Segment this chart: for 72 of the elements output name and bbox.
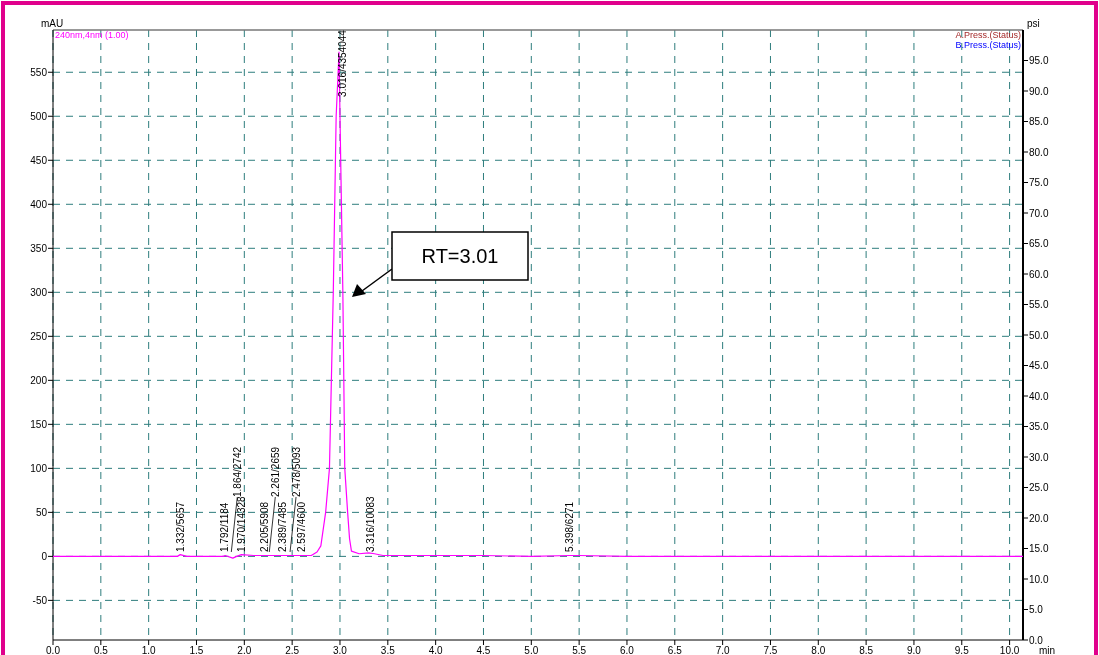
y-tick-label: 200 — [30, 374, 48, 386]
annotation: 2.389/7485 — [276, 501, 288, 552]
x-tick-label: 7.5 — [763, 645, 778, 655]
y-tick-label: 550 — [30, 66, 48, 78]
y2-tick-label: 30.0 — [1029, 451, 1049, 463]
x-tick-label: 9.0 — [906, 645, 922, 655]
annotation: 1.970/14328 — [236, 495, 248, 552]
y2-tick-label: 80.0 — [1029, 146, 1049, 158]
x-tick-label: 0.5 — [93, 645, 109, 655]
x-tick-label: 2.5 — [285, 645, 300, 655]
annotation: RT=3.01 — [421, 245, 499, 267]
x-tick-label: 9.5 — [954, 645, 970, 655]
y-tick-label: 0 — [41, 550, 48, 562]
annotation: 3.316/10083 — [365, 495, 377, 552]
y2-axis-title: psi — [1027, 18, 1040, 29]
y-tick-label: 100 — [30, 462, 48, 474]
y-tick-label: 50 — [35, 506, 48, 518]
y2-tick-label: 70.0 — [1029, 207, 1049, 219]
annotation: 1.792/1184 — [219, 502, 231, 552]
annotation: 5.398/6271 — [564, 501, 576, 552]
y2-tick-label: 0.0 — [1029, 634, 1044, 646]
y2-tick-label: 40.0 — [1029, 390, 1049, 402]
x-tick-label: 4.0 — [428, 645, 444, 655]
x-tick-label: 3.5 — [380, 645, 396, 655]
annotation: 1.332/5657 — [175, 501, 187, 552]
x-tick-label: 10.0 — [999, 645, 1020, 655]
x-tick-label: 8.0 — [811, 645, 826, 655]
y-tick-label: 250 — [30, 330, 48, 342]
annotation: 2.597/4600 — [296, 501, 308, 552]
y-axis-title: mAU — [41, 18, 64, 29]
x-tick-label: 6.5 — [667, 645, 683, 655]
x-tick-label: 2.0 — [237, 645, 252, 655]
x-tick-label: 6.0 — [620, 645, 635, 655]
x-tick-label: 0.0 — [46, 645, 61, 655]
annotation: 3.016/4354044 — [336, 29, 348, 97]
y2-tick-label: 35.0 — [1029, 421, 1049, 432]
y-tick-label: 450 — [30, 154, 48, 166]
y2-tick-label: 5.0 — [1029, 604, 1044, 615]
y2-tick-label: 95.0 — [1029, 55, 1049, 66]
y2-tick-label: 15.0 — [1029, 543, 1049, 554]
y2-tick-label: 25.0 — [1029, 482, 1049, 493]
annotation: 1.864/2742 — [232, 446, 244, 497]
annotation: A.Press.(Status) — [955, 30, 1021, 40]
annotation: 2.261/2659 — [270, 446, 282, 497]
y-tick-label: 150 — [30, 418, 48, 430]
x-tick-label: 8.5 — [859, 645, 874, 655]
y2-tick-label: 65.0 — [1029, 238, 1049, 249]
x-tick-label: 5.5 — [572, 645, 587, 655]
y2-tick-label: 20.0 — [1029, 512, 1049, 524]
x-tick-label: 1.5 — [189, 645, 204, 655]
text: 240nm,4nm (1.00) — [55, 30, 129, 40]
x-tick-label: 3.0 — [333, 645, 348, 655]
y-tick-label: -50 — [32, 594, 48, 606]
x-tick-label: 4.5 — [476, 645, 491, 655]
x-tick-label: 1.0 — [141, 645, 157, 655]
y-tick-label: 350 — [30, 242, 48, 254]
y-tick-label: 500 — [30, 110, 48, 122]
y2-tick-label: 45.0 — [1029, 360, 1049, 371]
y2-tick-label: 60.0 — [1029, 268, 1049, 280]
y2-tick-label: 75.0 — [1029, 177, 1049, 188]
y2-tick-label: 85.0 — [1029, 116, 1049, 127]
y2-tick-label: 90.0 — [1029, 85, 1049, 97]
x-tick-label: 7.0 — [715, 645, 731, 655]
y2-tick-label: 10.0 — [1029, 573, 1049, 585]
annotation: 2.478/5093 — [291, 446, 303, 497]
y2-tick-label: 55.0 — [1029, 299, 1049, 310]
x-tick-label: 5.0 — [524, 645, 539, 655]
annotation: 2.205/5908 — [258, 501, 270, 552]
y-tick-label: 300 — [30, 286, 48, 298]
y-tick-label: 400 — [30, 198, 48, 210]
y2-tick-label: 50.0 — [1029, 329, 1049, 341]
x-axis-title: min — [1039, 645, 1056, 655]
